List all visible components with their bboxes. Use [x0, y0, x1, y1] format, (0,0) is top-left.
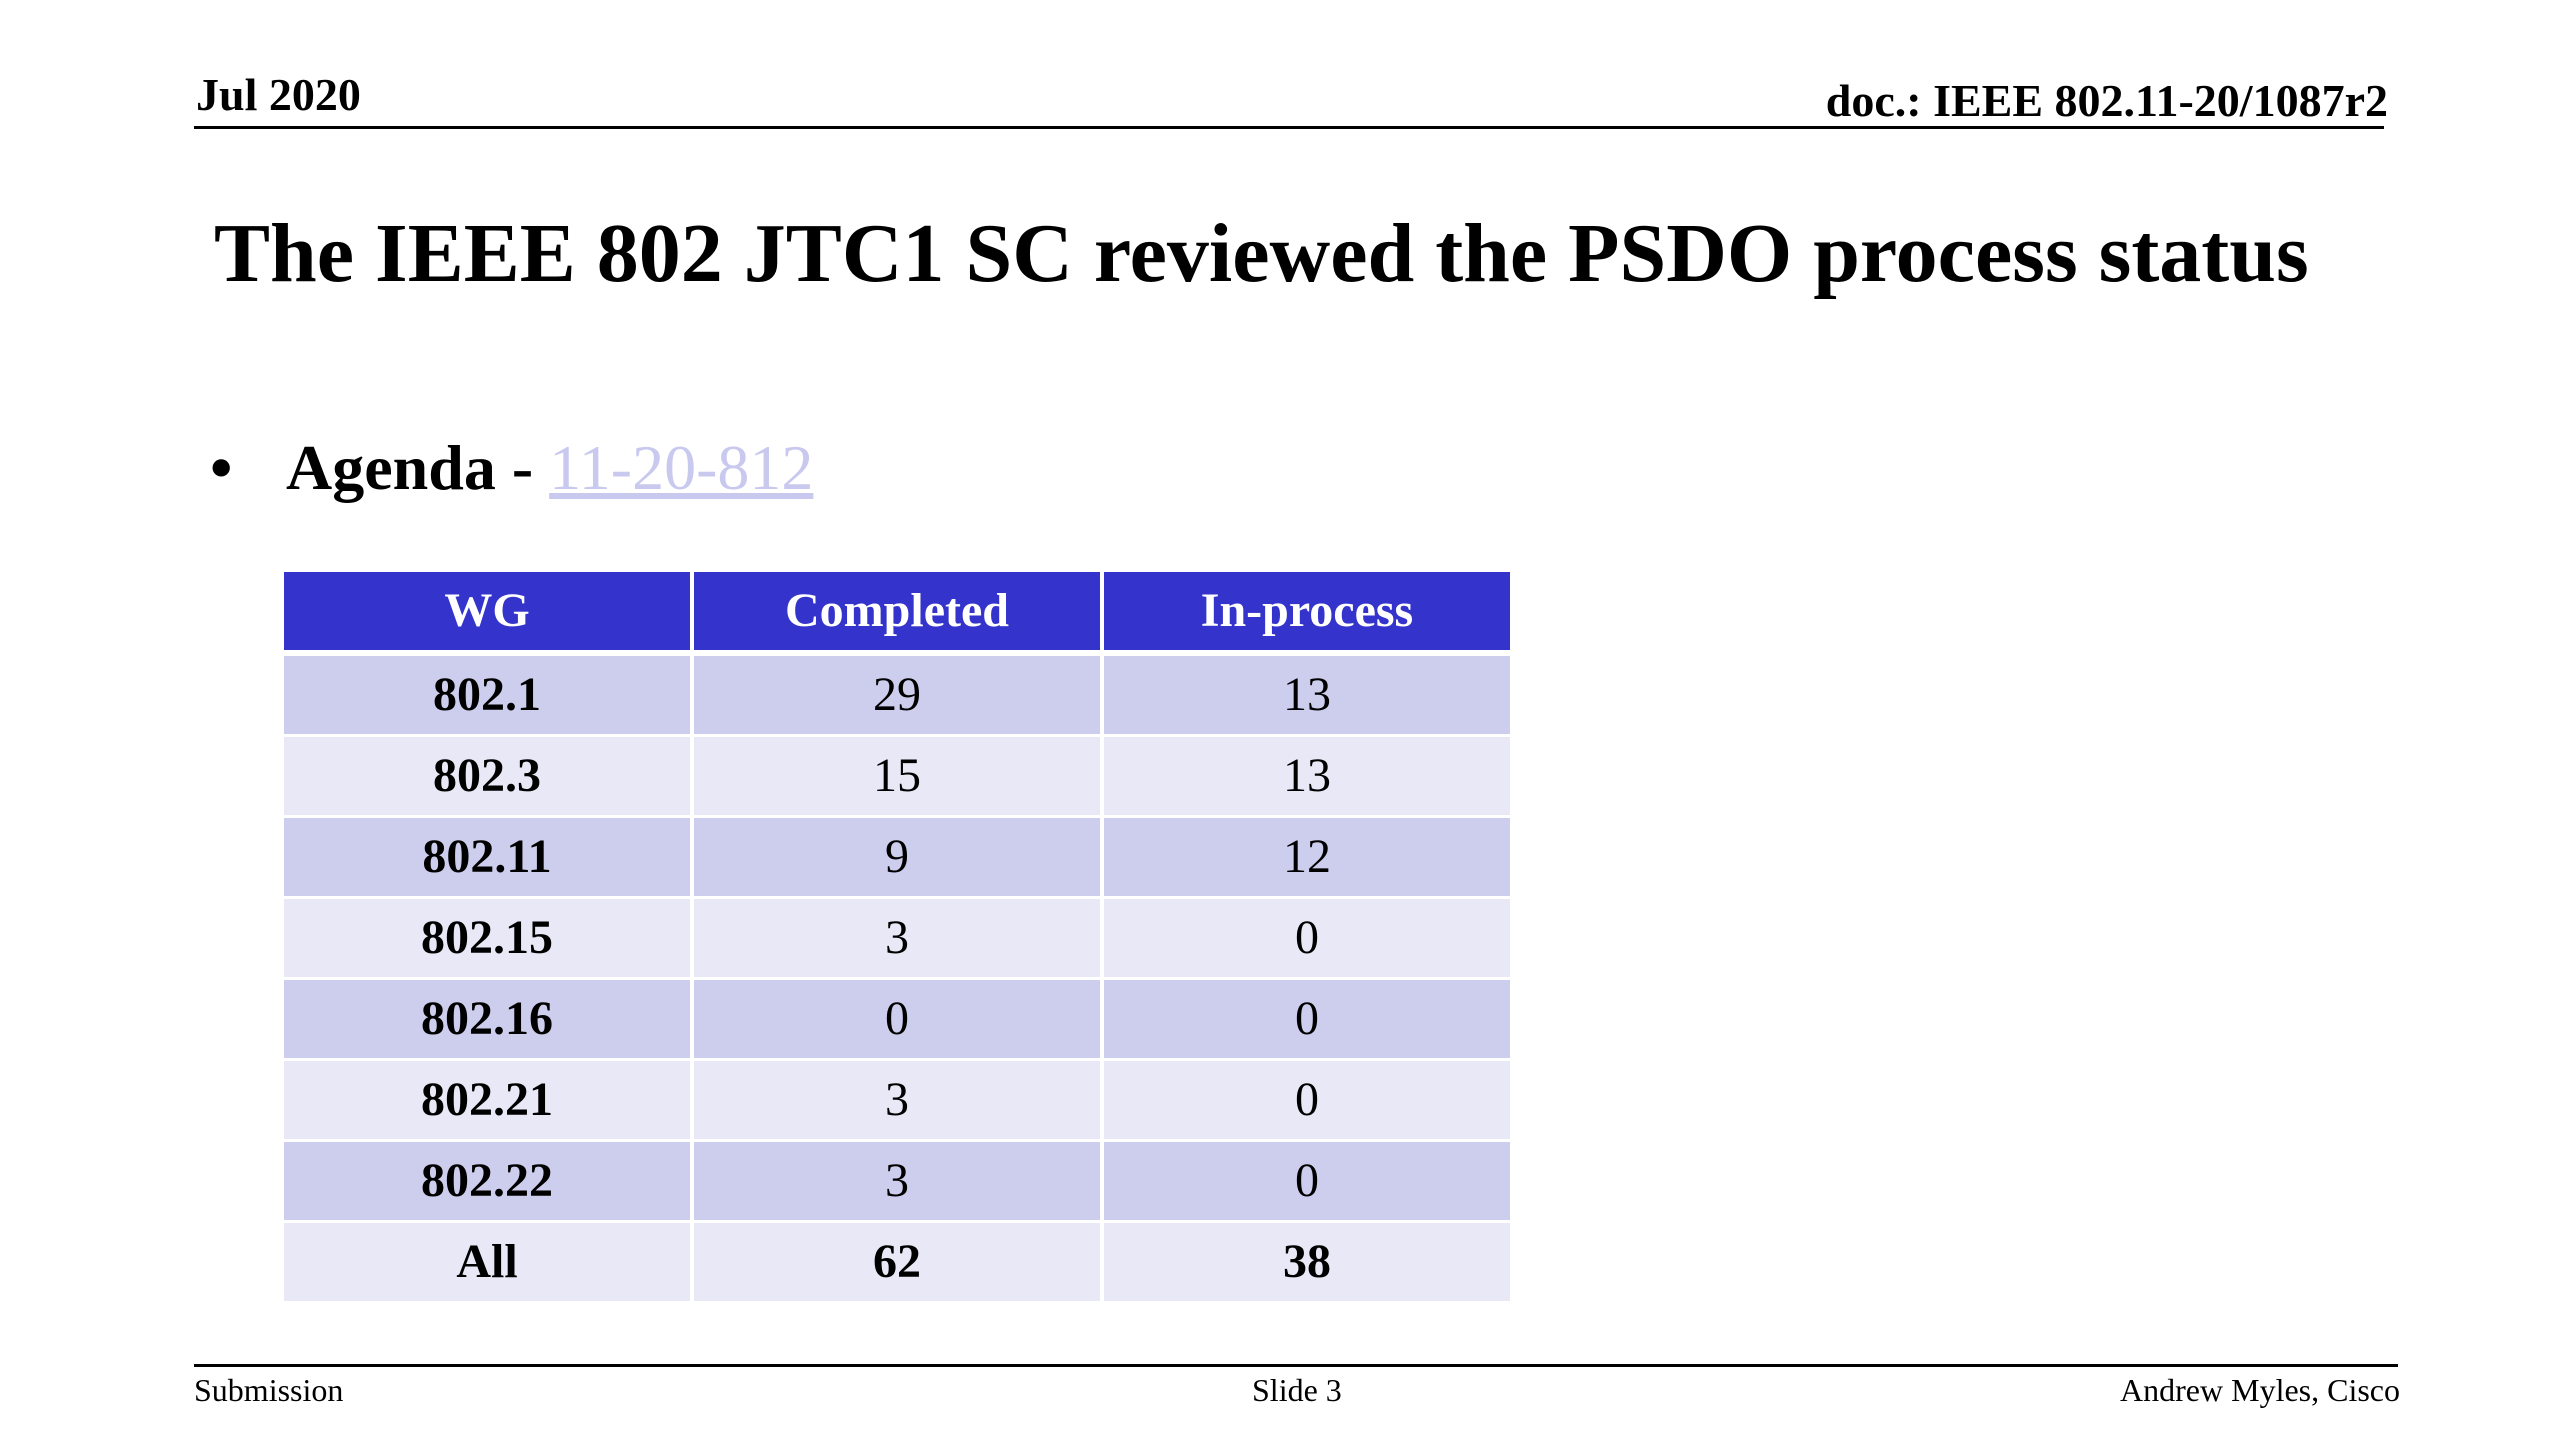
wg-cell: 802.1 — [284, 653, 694, 737]
agenda-bullet: • Agenda - 11-20-812 — [210, 436, 813, 500]
total-completed-cell: 62 — [692, 1220, 1104, 1304]
bullet-glyph: • — [210, 432, 233, 503]
column-header-in-process: In-process — [1102, 572, 1510, 656]
completed-cell: 9 — [692, 816, 1104, 899]
wg-cell: 802.16 — [284, 978, 694, 1061]
completed-cell: 0 — [692, 978, 1104, 1061]
total-wg-cell: All — [284, 1221, 694, 1304]
footer-slide-number: Slide 3 — [1252, 1372, 1342, 1408]
footer-submission: Submission — [194, 1372, 344, 1408]
table-row: 802.21 3 0 — [284, 1059, 1510, 1142]
total-in-process-cell: 38 — [1102, 1220, 1510, 1304]
in-process-cell: 0 — [1102, 978, 1510, 1061]
wg-cell: 802.21 — [284, 1059, 694, 1142]
in-process-cell: 13 — [1102, 735, 1510, 818]
table-total-row: All 62 38 — [284, 1220, 1510, 1304]
wg-cell: 802.3 — [284, 735, 694, 818]
completed-cell: 3 — [692, 897, 1104, 980]
in-process-cell: 12 — [1102, 816, 1510, 899]
column-header-wg: WG — [284, 572, 694, 656]
wg-cell: 802.22 — [284, 1140, 694, 1223]
completed-cell: 15 — [692, 735, 1104, 818]
in-process-cell: 13 — [1102, 653, 1510, 737]
table-row: 802.11 9 12 — [284, 816, 1510, 899]
table-row: 802.15 3 0 — [284, 897, 1510, 980]
table-row: 802.22 3 0 — [284, 1140, 1510, 1223]
slide-title: The IEEE 802 JTC1 SC reviewed the PSDO p… — [214, 207, 2309, 300]
in-process-cell: 0 — [1102, 1140, 1510, 1223]
header-date: Jul 2020 — [196, 69, 361, 120]
completed-cell: 3 — [692, 1140, 1104, 1223]
footer-divider — [194, 1364, 2398, 1367]
wg-cell: 802.11 — [284, 816, 694, 899]
in-process-cell: 0 — [1102, 897, 1510, 980]
header-doc-id: doc.: IEEE 802.11-20/1087r2 — [1825, 75, 2388, 126]
table-header-row: WG Completed In-process — [284, 572, 1510, 656]
in-process-cell: 0 — [1102, 1059, 1510, 1142]
agenda-link[interactable]: 11-20-812 — [549, 432, 814, 503]
psdo-status-table: WG Completed In-process 802.1 29 13 802.… — [284, 572, 1510, 1304]
wg-cell: 802.15 — [284, 897, 694, 980]
column-header-completed: Completed — [692, 572, 1104, 656]
table-row: 802.3 15 13 — [284, 735, 1510, 818]
table-row: 802.16 0 0 — [284, 978, 1510, 1061]
table-row: 802.1 29 13 — [284, 653, 1510, 737]
completed-cell: 29 — [692, 653, 1104, 737]
header-divider — [194, 126, 2384, 129]
footer-author: Andrew Myles, Cisco — [2120, 1372, 2400, 1408]
completed-cell: 3 — [692, 1059, 1104, 1142]
agenda-label: Agenda - — [286, 432, 550, 503]
